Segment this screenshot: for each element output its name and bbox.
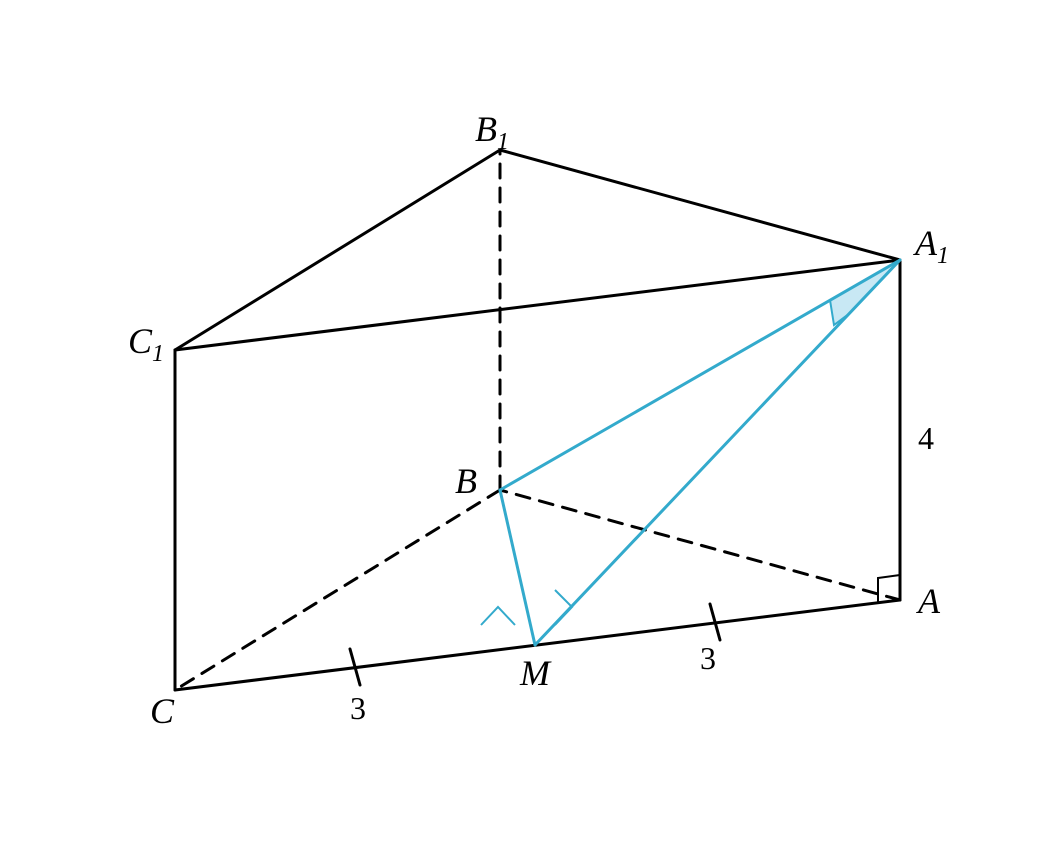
length-MA: 3 bbox=[700, 640, 716, 677]
length-AA1: 4 bbox=[918, 420, 934, 457]
label-M: M bbox=[520, 652, 550, 694]
label-C: C bbox=[150, 690, 174, 732]
length-CM: 3 bbox=[350, 690, 366, 727]
label-A1: A1 bbox=[915, 222, 949, 270]
label-C1: C1 bbox=[128, 320, 164, 368]
label-B: B bbox=[455, 460, 477, 502]
label-A: A bbox=[918, 580, 940, 622]
label-B1: B1 bbox=[475, 108, 509, 156]
